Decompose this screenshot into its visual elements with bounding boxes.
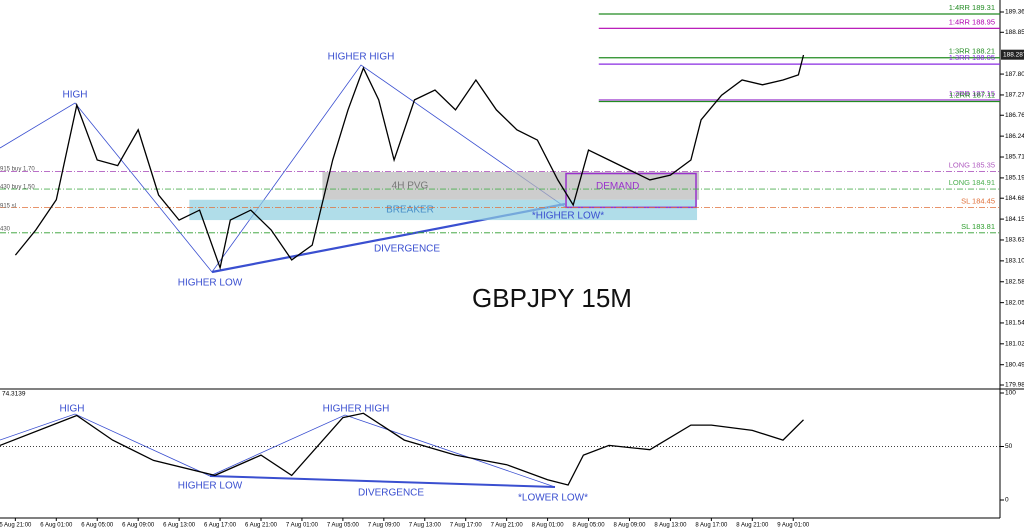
osc-swing-line bbox=[0, 413, 556, 488]
y-tick-label: 179.985 bbox=[1005, 382, 1024, 389]
x-tick-label: 7 Aug 13:00 bbox=[409, 523, 442, 529]
zone-label: 4H PVG bbox=[392, 181, 429, 192]
zone bbox=[189, 199, 698, 221]
annotation: 915 sl bbox=[0, 204, 16, 210]
level-label: SL 183.81 bbox=[961, 222, 995, 231]
x-tick-label: 7 Aug 17:00 bbox=[450, 523, 483, 529]
annotation: DIVERGENCE bbox=[358, 488, 424, 499]
y-tick-label: 189.360 bbox=[1005, 9, 1024, 16]
y-tick-label: 183.630 bbox=[1005, 237, 1024, 244]
y-tick-label: 186.240 bbox=[1005, 133, 1024, 140]
y-tick-label: 100 bbox=[1005, 390, 1016, 397]
y-tick-label: 184.680 bbox=[1005, 195, 1024, 202]
level-label: 1:2RR 187.11 bbox=[949, 91, 995, 100]
y-tick-label: 187.275 bbox=[1005, 92, 1024, 99]
y-tick-label: 180.495 bbox=[1005, 361, 1024, 368]
annotation: DIVERGENCE bbox=[374, 244, 440, 255]
y-tick-label: 181.020 bbox=[1005, 341, 1024, 348]
level-label: SL 184.45 bbox=[961, 196, 995, 205]
annotation: HIGH bbox=[63, 90, 88, 101]
annotation: 915 buy 1.70 bbox=[0, 167, 35, 173]
last-price-box bbox=[1001, 49, 1024, 60]
annotation: 430 bbox=[0, 227, 11, 233]
x-tick-label: 8 Aug 13:00 bbox=[654, 523, 687, 529]
annotation: 430 buy 1.50 bbox=[0, 185, 35, 191]
level-label: LONG 185.35 bbox=[949, 161, 995, 170]
last-price-label: 188.287 bbox=[1003, 51, 1024, 58]
level-label: 1:3RR 188.05 bbox=[949, 53, 995, 62]
x-tick-label: 5 Aug 21:00 bbox=[0, 523, 32, 529]
y-tick-label: 181.545 bbox=[1005, 320, 1024, 327]
x-tick-label: 7 Aug 01:00 bbox=[286, 523, 319, 529]
x-tick-label: 6 Aug 21:00 bbox=[245, 523, 278, 529]
osc-divergence-line bbox=[209, 475, 556, 488]
zone-label: DEMAND bbox=[596, 181, 639, 192]
zone-label: BREAKER bbox=[386, 205, 434, 216]
annotation: HIGH bbox=[60, 404, 85, 415]
annotation: HIGHER HIGH bbox=[328, 52, 395, 63]
price-line bbox=[14, 54, 805, 271]
annotation: HIGHER LOW bbox=[178, 481, 243, 492]
y-tick-label: 185.715 bbox=[1005, 154, 1024, 161]
level-label: LONG 184.91 bbox=[949, 178, 995, 187]
y-tick-label: 183.105 bbox=[1005, 258, 1024, 265]
x-tick-label: 6 Aug 01:00 bbox=[40, 523, 73, 529]
zone bbox=[322, 171, 700, 200]
chart-title: GBPJPY 15M bbox=[472, 283, 632, 313]
x-tick-label: 8 Aug 05:00 bbox=[573, 523, 606, 529]
x-tick-label: 6 Aug 09:00 bbox=[122, 523, 155, 529]
x-tick-label: 6 Aug 05:00 bbox=[81, 523, 114, 529]
y-tick-label: 50 bbox=[1005, 443, 1013, 450]
y-tick-label: 187.800 bbox=[1005, 71, 1024, 78]
annotation: HIGHER HIGH bbox=[323, 404, 390, 415]
x-tick-label: 7 Aug 05:00 bbox=[327, 523, 360, 529]
annotation: HIGHER LOW bbox=[178, 278, 243, 289]
level-label: 1:2RR 187.15 bbox=[949, 89, 995, 98]
level-label: 1:3RR 188.21 bbox=[949, 47, 995, 56]
x-tick-label: 8 Aug 17:00 bbox=[695, 523, 728, 529]
x-tick-label: 8 Aug 21:00 bbox=[736, 523, 769, 529]
x-tick-label: 8 Aug 09:00 bbox=[613, 523, 646, 529]
x-tick-label: 6 Aug 17:00 bbox=[204, 523, 237, 529]
x-tick-label: 7 Aug 21:00 bbox=[491, 523, 524, 529]
x-tick-label: 6 Aug 13:00 bbox=[163, 523, 196, 529]
indicator-value: 74.3139 bbox=[2, 391, 26, 398]
y-tick-label: 186.765 bbox=[1005, 112, 1024, 119]
y-tick-label: 184.155 bbox=[1005, 216, 1024, 223]
x-tick-label: 8 Aug 01:00 bbox=[532, 523, 565, 529]
y-tick-label: 185.190 bbox=[1005, 175, 1024, 182]
annotation: *LOWER LOW* bbox=[518, 493, 588, 504]
x-tick-label: 9 Aug 01:00 bbox=[777, 523, 810, 529]
y-tick-label: 182.580 bbox=[1005, 278, 1024, 285]
y-tick-label: 0 bbox=[1005, 497, 1009, 504]
level-label: 1:4RR 189.31 bbox=[949, 3, 995, 12]
x-tick-label: 7 Aug 09:00 bbox=[368, 523, 401, 529]
y-tick-label: 182.055 bbox=[1005, 299, 1024, 306]
price-line bbox=[0, 412, 804, 486]
annotation: *HIGHER LOW* bbox=[532, 211, 604, 222]
y-tick-label: 188.850 bbox=[1005, 29, 1024, 36]
level-label: 1:4RR 188.95 bbox=[949, 17, 995, 26]
